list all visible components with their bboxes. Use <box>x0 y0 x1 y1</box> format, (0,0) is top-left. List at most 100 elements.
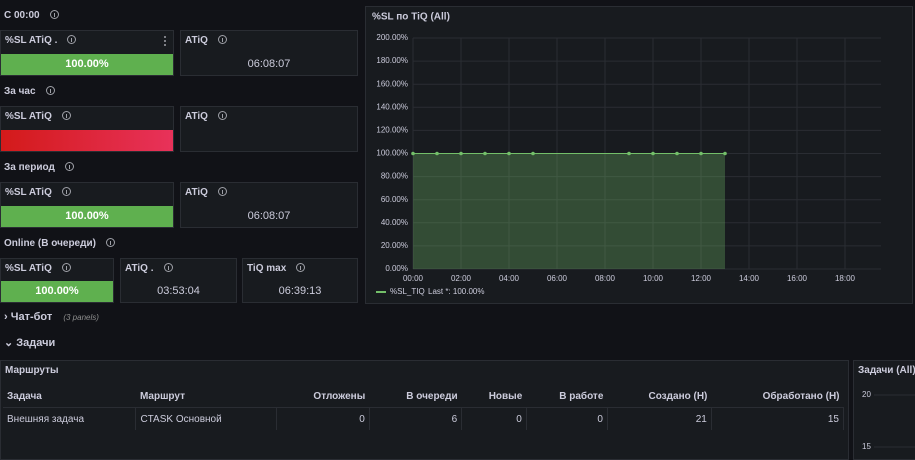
legend-value: Last *: 100.00% <box>428 287 484 296</box>
stat-panel: ATiQ <box>180 106 358 152</box>
info-icon[interactable] <box>49 10 59 19</box>
y-tick-label: 200.00% <box>376 33 408 42</box>
legend-swatch <box>376 291 386 293</box>
stat-value: 03:53:04 <box>157 285 200 297</box>
info-icon[interactable] <box>217 187 227 196</box>
point <box>723 151 727 156</box>
column-header: Обработано (Н) <box>762 390 840 402</box>
info-icon[interactable] <box>61 187 71 196</box>
section-title: Online (В очереди) <box>4 238 115 249</box>
expanded-row[interactable]: ⌄ Задачи <box>4 337 56 349</box>
info-icon[interactable] <box>61 263 71 272</box>
panel-title: %SL ATiQ <box>5 111 52 122</box>
panel-title: %SL ATiQ <box>5 263 52 274</box>
y-tick-label: 20 <box>862 390 871 399</box>
stat-panel: TiQ max 06:39:13 <box>242 258 358 303</box>
panel-title: ATiQ <box>185 35 208 46</box>
x-tick-label: 08:00 <box>595 274 616 283</box>
cell: 0 <box>461 407 527 430</box>
stat-value: 06:08:07 <box>247 58 291 70</box>
point <box>435 151 439 156</box>
panel-title: Задачи (All) <box>858 365 915 376</box>
collapsed-row[interactable]: › Чат-бот (3 panels) <box>4 311 99 323</box>
column-header: Создано (Н) <box>648 390 708 402</box>
header-row: Задача Маршрут Отложены В очереди Новые В раб… <box>3 385 844 408</box>
panel-title: %SL ATiQ . <box>5 35 58 46</box>
row-title: Задачи <box>16 337 56 349</box>
chart-panel: %SL по TiQ (All) 0.00% 20.00% 40.00% 60.00%… <box>365 6 913 304</box>
x-tick-label: 02:00 <box>451 274 472 283</box>
table-row: Внешняя задача CTASK Основной 0 6 0 0 21 15 <box>3 407 845 430</box>
stat-panel: %SL ATiQ . 100.00% <box>0 30 174 76</box>
column-header: Отложены <box>313 390 366 402</box>
point <box>675 151 679 156</box>
stat-value: 06:08:07 <box>247 210 291 222</box>
y-tick-label: 0.00% <box>385 264 408 273</box>
stat-value: 100.00% <box>65 58 109 70</box>
stat-panel: %SL ATiQ <box>0 106 174 152</box>
stat-value: 100.00% <box>65 210 109 222</box>
chart-panel: Задачи (All) 20 15 <box>853 360 915 460</box>
cell: 6 <box>369 407 463 430</box>
info-icon[interactable] <box>296 263 306 272</box>
panel-title: Маршруты <box>5 365 59 376</box>
y-tick-label: 60.00% <box>381 195 408 204</box>
point <box>699 151 703 156</box>
point <box>507 151 511 156</box>
y-tick-label: 15 <box>862 442 871 451</box>
stat-panel: %SL ATiQ 100.00% <box>0 258 114 303</box>
panel-title: ATiQ <box>185 187 208 198</box>
y-tick-label: 40.00% <box>381 218 408 227</box>
y-tick-label: 80.00% <box>381 172 408 181</box>
stat-panel: ATiQ . 03:53:04 <box>120 258 237 303</box>
panel-title: %SL ATiQ <box>5 187 52 198</box>
menu-icon[interactable] <box>161 34 169 48</box>
cell: CTASK Основной <box>135 407 277 430</box>
cell: 15 <box>711 407 845 430</box>
section-title: За час <box>4 86 55 97</box>
info-icon[interactable] <box>163 263 173 272</box>
cell: 0 <box>276 407 370 430</box>
dashboard: С 00:00 %SL ATiQ . 100.00% ATiQ 06:08:07… <box>0 6 915 460</box>
info-icon[interactable] <box>217 111 227 120</box>
stat-panel: ATiQ 06:08:07 <box>180 30 358 76</box>
x-tick-label: 18:00 <box>835 274 856 283</box>
stat-bar: 100.00% <box>1 54 173 75</box>
legend-label: %SL_TIQ <box>390 287 425 296</box>
info-icon[interactable] <box>61 111 71 120</box>
x-tick-label: 14:00 <box>739 274 760 283</box>
section-title: С 00:00 <box>4 10 59 21</box>
info-icon[interactable] <box>105 238 115 247</box>
stat-bar: 100.00% <box>1 206 173 227</box>
point <box>483 151 487 156</box>
x-tick-label: 00:00 <box>403 274 424 283</box>
panel-title: ATiQ <box>185 111 208 122</box>
cell: 0 <box>526 407 608 430</box>
stat-value: 100.00% <box>35 285 79 297</box>
x-tick-label: 06:00 <box>547 274 568 283</box>
x-tick-label: 16:00 <box>787 274 808 283</box>
y-tick-label: 180.00% <box>376 56 408 65</box>
stat-panel: %SL ATiQ 100.00% <box>0 182 174 228</box>
stat-bar <box>1 130 173 151</box>
info-icon[interactable] <box>45 86 55 95</box>
panel-title: TiQ max <box>247 263 287 274</box>
info-icon[interactable] <box>64 162 74 171</box>
text: Online (В очереди) <box>4 238 96 249</box>
x-tick-label: 10:00 <box>643 274 664 283</box>
column-header: Маршрут <box>139 390 185 402</box>
y-tick-label: 100.00% <box>376 149 408 158</box>
row-title: Чат-бот <box>10 311 53 323</box>
x-tick-label: 12:00 <box>691 274 712 283</box>
point <box>627 151 631 156</box>
info-icon[interactable] <box>217 35 227 44</box>
x-tick-label: 04:00 <box>499 274 520 283</box>
row-note: (3 panels) <box>63 313 99 322</box>
info-icon[interactable] <box>67 35 77 44</box>
stat-bar: 100.00% <box>1 281 113 302</box>
point <box>531 151 535 156</box>
point <box>459 151 463 156</box>
page: Dashboard { "sections": [ {"title": "С 0… <box>0 6 915 460</box>
text: С 00:00 <box>4 10 40 21</box>
chart-title: %SL по TiQ (All) <box>372 12 450 23</box>
